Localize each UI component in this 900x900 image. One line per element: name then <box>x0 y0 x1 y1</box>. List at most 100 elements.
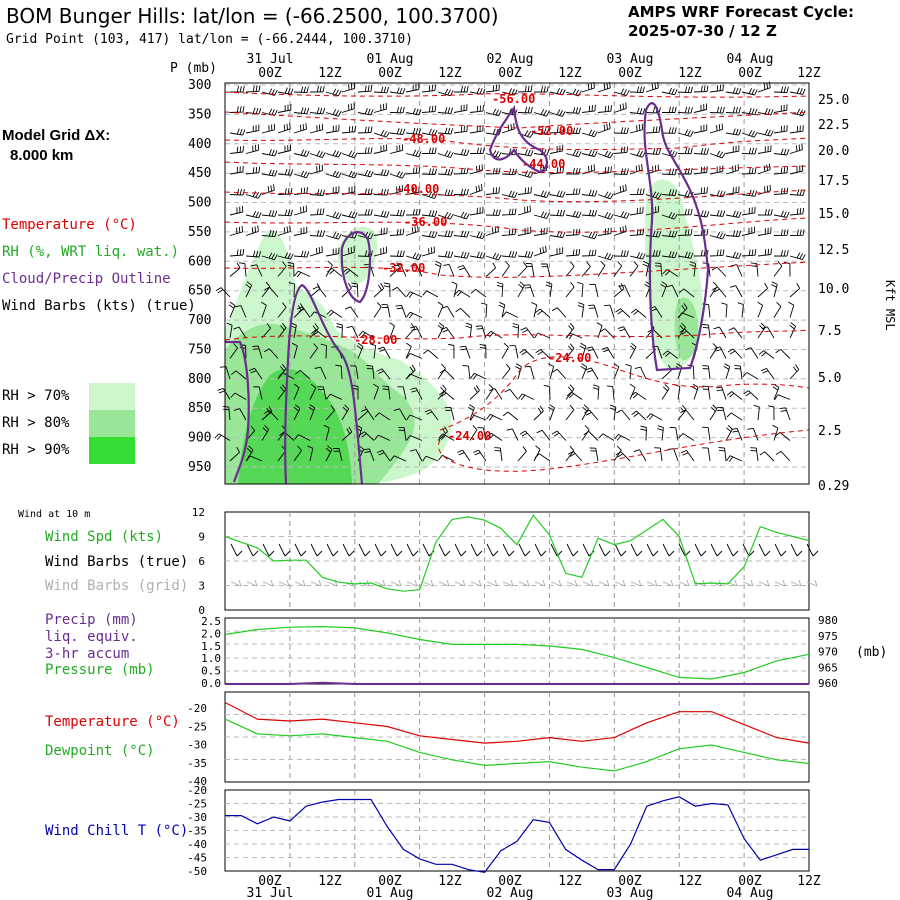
wind-barb <box>741 88 758 96</box>
wind-barb <box>389 322 395 339</box>
wind-barb <box>444 406 455 421</box>
wind-barb <box>566 168 581 175</box>
wind-barb <box>389 170 406 179</box>
wind-barb-grid <box>310 579 322 587</box>
bottom-time-axis: 00Z 12Z 00Z 12Z 00Z 12Z 00Z 12Z 00Z 12Z 31 Jul 01 A… <box>247 874 821 900</box>
wind-barb <box>326 393 343 400</box>
wind-barb <box>588 304 599 318</box>
wind-barb <box>406 291 423 298</box>
wind-barb <box>229 165 244 175</box>
wind-barb <box>485 84 500 93</box>
wind-barb <box>565 149 582 158</box>
wind-barb <box>625 363 632 380</box>
wind-barb-true <box>438 543 451 557</box>
wind-barb <box>773 261 783 277</box>
wind-barb <box>581 231 598 240</box>
wind-barb <box>747 427 759 441</box>
wind-barb <box>261 209 278 217</box>
wind-barb <box>677 251 694 259</box>
wind-barb <box>543 384 551 400</box>
wind-barb <box>252 345 263 359</box>
wind-barb <box>443 263 455 277</box>
wind-barb <box>517 85 533 93</box>
wind-barb <box>229 249 245 257</box>
rh90-area-west <box>238 368 352 484</box>
wind-barb <box>325 247 340 257</box>
wind-barb <box>689 261 697 277</box>
wind-barb <box>709 190 726 198</box>
wind-barb <box>326 309 343 318</box>
wind-barb <box>549 209 566 217</box>
wind-barb <box>721 302 728 318</box>
wind-barb <box>741 226 756 236</box>
wind-barb <box>709 404 718 421</box>
wind-barb <box>479 343 487 359</box>
wind-barb <box>317 386 327 400</box>
pressure-unit-label: (mb) <box>856 645 887 660</box>
wind-barb <box>757 108 774 116</box>
pressure-tick: 800 <box>188 372 211 387</box>
wind-barb <box>725 164 739 175</box>
wind-barb <box>421 168 437 175</box>
wind-barb <box>501 261 510 277</box>
wind-barb <box>341 150 358 159</box>
legend-rh: RH (%, WRT liq. wat.) <box>2 244 180 260</box>
wind-barb <box>357 209 373 216</box>
temp-label: -24.00 <box>548 351 591 365</box>
wind-barb <box>421 105 437 113</box>
wind-barb <box>325 186 340 195</box>
wind-barb <box>549 109 566 117</box>
wind-barb <box>589 283 599 298</box>
date-label: 31 Jul <box>247 886 294 900</box>
wind-barb-true <box>518 543 531 557</box>
wind-barb <box>661 251 678 259</box>
wind-barb <box>519 430 535 441</box>
wind-barb <box>629 206 644 216</box>
wind-barb <box>277 144 292 154</box>
wind-barb <box>613 250 629 257</box>
wind-barb <box>421 210 438 217</box>
wind-barb <box>341 246 355 257</box>
wind-barb <box>551 430 567 441</box>
wind-barb <box>358 330 375 339</box>
pressure-tick: 300 <box>188 78 211 93</box>
wind-barb <box>581 261 591 277</box>
wind-barb <box>757 129 774 137</box>
wind-barb <box>405 225 419 236</box>
wind-barb <box>469 147 485 155</box>
wind-barb <box>325 109 342 117</box>
wind-barb <box>439 369 455 380</box>
wind-barb <box>577 302 585 318</box>
wind-barb-true <box>278 543 291 557</box>
wind-barb <box>421 246 435 257</box>
pressure-tick: 950 <box>188 460 211 475</box>
date-label: 02 Aug <box>487 886 534 900</box>
time-tick: 12Z <box>797 874 821 889</box>
wind-barb <box>261 230 278 238</box>
wind-barb <box>669 427 679 441</box>
wind-barb <box>774 394 791 401</box>
y-tick: -50 <box>187 865 207 878</box>
wind-barb <box>373 86 390 94</box>
wind-barb <box>361 408 375 421</box>
wind-barb <box>325 170 342 179</box>
wind-barb <box>453 251 470 259</box>
wind-barb <box>581 209 598 217</box>
temp-contour-48 <box>224 137 810 151</box>
wind-barb <box>457 449 471 462</box>
wind-barb <box>469 124 484 134</box>
wind-barb <box>757 184 771 195</box>
wind-barb <box>357 250 373 257</box>
temp-panel-grid <box>225 692 809 782</box>
wind-barb <box>531 301 538 318</box>
wind-barb <box>540 263 551 277</box>
wind-barb <box>250 264 263 277</box>
wind-barb <box>222 405 231 421</box>
pressure-tick: 400 <box>188 137 211 152</box>
wind-barb <box>789 229 805 236</box>
wind-barb <box>344 306 359 318</box>
wind-barb-grid <box>566 579 578 587</box>
wind-barb <box>293 86 309 93</box>
wind-barb <box>437 322 445 339</box>
wind-barb <box>517 205 531 216</box>
